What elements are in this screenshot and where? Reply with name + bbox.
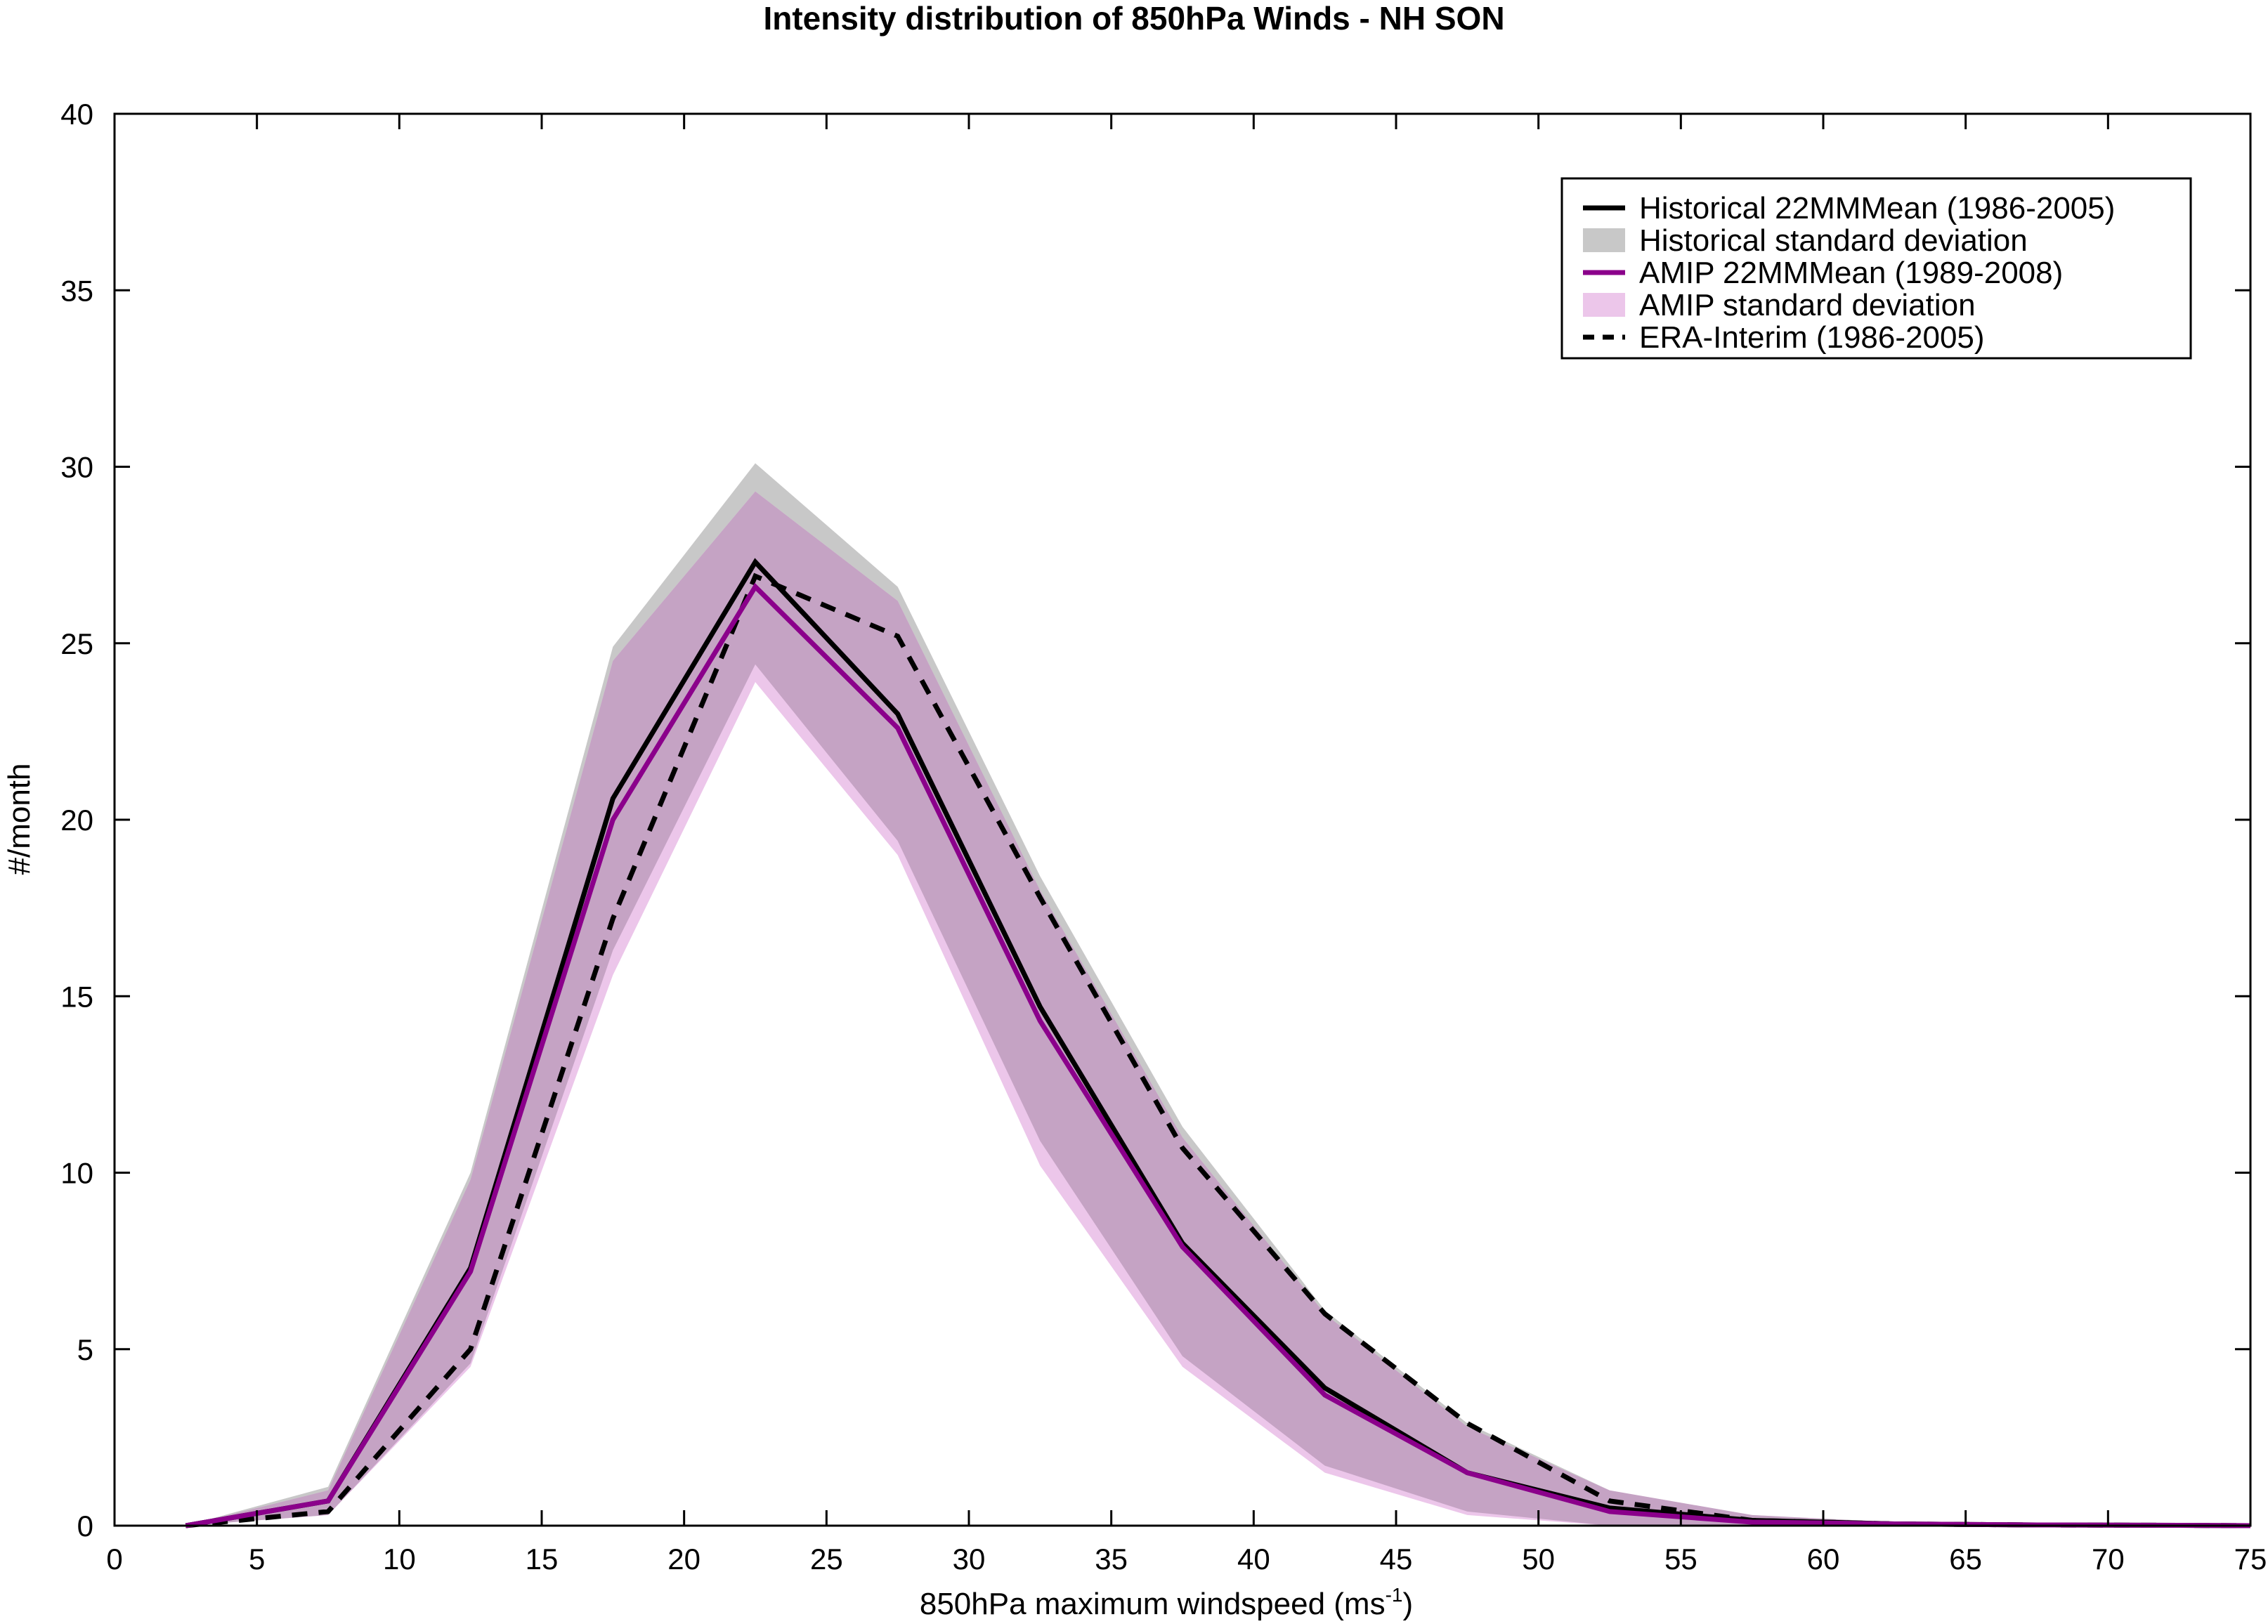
x-axis-label-superscript: -1 [1386,1584,1403,1606]
x-tick-label: 45 [1380,1543,1413,1576]
point-era-interim-1986-2005 [327,1511,329,1512]
y-axis: 0 5 10 15 20 25 30 35 40 [60,98,2250,1543]
y-tick-label: 40 [60,98,93,131]
x-tick-label: 25 [810,1543,843,1576]
x-tick-label: 10 [383,1543,416,1576]
x-axis-label-close: ) [1402,1587,1413,1621]
x-tick-label: 75 [2234,1543,2267,1576]
point-amip-22mmmean-1989-2008 [1466,1472,1468,1474]
y-tick-label: 10 [60,1157,93,1190]
y-tick-label: 30 [60,451,93,484]
x-tick-label: 30 [953,1543,986,1576]
band-overlap [185,491,2250,1526]
y-tick-label: 0 [77,1510,93,1543]
legend: Historical 22MMMean (1986-2005)Historica… [1560,177,2192,360]
x-axis: 0 5 10 15 20 25 30 35 40 45 50 55 60 65 70 75 [106,114,2267,1576]
x-tick-label: 40 [1237,1543,1270,1576]
legend-label-amip-22mmmean-1989-2008: AMIP 22MMMean (1989-2008) [1639,256,2063,290]
x-tick-label: 20 [667,1543,700,1576]
x-tick-label: 65 [1949,1543,1982,1576]
y-tick-label: 15 [60,980,93,1013]
y-tick-label: 25 [60,627,93,660]
legend-label-historical-22mmmean-1986-2005: Historical 22MMMean (1986-2005) [1639,191,2115,225]
legend-box [1560,177,2192,360]
y-tick-label: 35 [60,274,93,307]
x-tick-label: 55 [1664,1543,1697,1576]
x-axis-label-main: 850hPa maximum windspeed (ms [920,1587,1386,1621]
x-tick-label: 0 [106,1543,122,1576]
std-dev-bands [185,463,2251,1526]
x-tick-label: 15 [526,1543,559,1576]
point-historical-22mmmean-1986-2005 [755,561,756,563]
x-tick-label: 35 [1095,1543,1128,1576]
x-tick-label: 60 [1807,1543,1840,1576]
y-axis-label: #/month [2,764,37,875]
point-era-interim-1986-2005 [1039,897,1041,898]
legend-label-amip-standard-deviation: AMIP standard deviation [1639,288,1976,322]
y-tick-label: 20 [60,804,93,837]
legend-label-historical-standard-deviation: Historical standard deviation [1639,223,2028,258]
point-amip-22mmmean-1989-2008 [470,1271,471,1272]
legend-label-era-interim-1986-2005: ERA-Interim (1986-2005) [1639,320,1985,355]
point-amip-22mmmean-1989-2008 [327,1500,329,1502]
chart-title: Intensity distribution of 850hPa Winds -… [763,0,1504,37]
x-tick-label: 70 [2092,1543,2125,1576]
point-era-interim-1986-2005 [1466,1422,1468,1424]
point-amip-22mmmean-1989-2008 [1324,1394,1326,1396]
x-tick-label: 50 [1522,1543,1555,1576]
legend-swatch-historical-standard-deviation [1583,228,1625,252]
legend-swatch-amip-standard-deviation [1583,293,1625,317]
point-era-interim-1986-2005 [755,575,756,577]
x-tick-label: 5 [249,1543,265,1576]
point-historical-22mmmean-1986-2005 [1324,1387,1326,1389]
x-axis-label: 850hPa maximum windspeed (ms-1) [920,1584,1413,1621]
y-tick-label: 5 [77,1333,93,1366]
point-amip-22mmmean-1989-2008 [1182,1246,1183,1248]
